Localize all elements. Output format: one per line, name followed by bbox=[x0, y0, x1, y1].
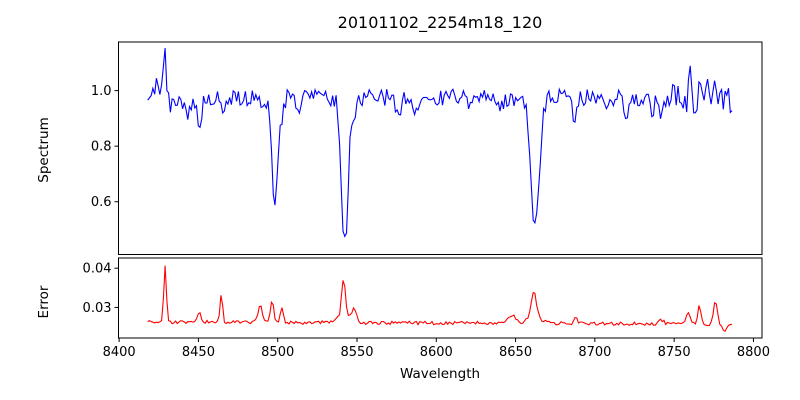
x-tick-label: 8650 bbox=[499, 345, 532, 360]
x-tick-label: 8550 bbox=[340, 345, 373, 360]
error-y-axis-label: Error bbox=[36, 285, 52, 318]
chart-title: 20101102_2254m18_120 bbox=[338, 13, 543, 33]
x-tick-label: 8500 bbox=[261, 345, 294, 360]
error-axes bbox=[118, 257, 763, 339]
spectrum-ytick-label: 1.0 bbox=[91, 84, 112, 99]
spectrum-y-axis-label: Spectrum bbox=[36, 117, 52, 182]
spectrum-axes bbox=[118, 41, 763, 255]
x-tick-label: 8750 bbox=[658, 345, 691, 360]
x-tick-label: 8700 bbox=[578, 345, 611, 360]
error-ytick-label: 0.03 bbox=[83, 301, 112, 316]
axes-layer: 0.6 0.8 1.0 0.03 0.04 8400 8450 8500 8550 8600 865… bbox=[83, 41, 770, 360]
spectrum-ytick-label: 0.8 bbox=[91, 140, 112, 155]
error-ytick-label: 0.04 bbox=[83, 262, 112, 277]
x-axis-label: Wavelength bbox=[400, 366, 480, 382]
x-tick-label: 8600 bbox=[420, 345, 453, 360]
spectrum-ytick-label: 0.6 bbox=[91, 195, 112, 210]
x-tick-label: 8800 bbox=[737, 345, 770, 360]
error-line bbox=[147, 265, 733, 333]
x-tick-label: 8400 bbox=[103, 345, 136, 360]
spectrum-line bbox=[147, 48, 733, 238]
x-tick-label: 8450 bbox=[182, 345, 215, 360]
